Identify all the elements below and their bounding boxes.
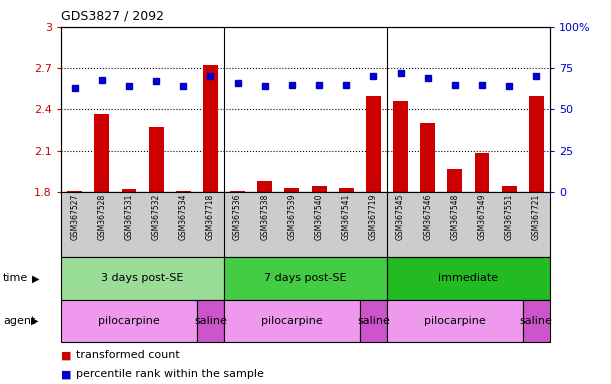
Text: GSM367718: GSM367718 [206,194,215,240]
Text: GSM367545: GSM367545 [396,194,405,240]
Text: pilocarpine: pilocarpine [261,316,323,326]
Text: GDS3827 / 2092: GDS3827 / 2092 [61,10,164,23]
Text: saline: saline [194,316,227,326]
Text: saline: saline [357,316,390,326]
Text: GSM367541: GSM367541 [342,194,351,240]
Text: immediate: immediate [438,273,499,283]
Bar [94,114,109,192]
Text: time: time [3,273,28,283]
Bar [529,96,544,192]
Text: pilocarpine: pilocarpine [98,316,160,326]
Bar [338,188,354,192]
Bar [148,127,164,192]
Text: GSM367721: GSM367721 [532,194,541,240]
Text: agent: agent [3,316,35,326]
Bar [523,300,550,342]
Bar [176,190,191,192]
Bar [447,169,463,192]
Bar [197,300,224,342]
Bar [224,300,360,342]
Text: 7 days post-SE: 7 days post-SE [264,273,347,283]
Text: GSM367548: GSM367548 [450,194,459,240]
Text: GSM367719: GSM367719 [369,194,378,240]
Text: ■: ■ [61,350,71,360]
Text: ▶: ▶ [32,273,39,283]
Bar [230,190,245,192]
Bar [360,300,387,342]
Bar [61,257,224,300]
Bar [61,300,197,342]
Text: percentile rank within the sample: percentile rank within the sample [76,369,264,379]
Text: GSM367539: GSM367539 [287,194,296,240]
Text: GSM367551: GSM367551 [505,194,514,240]
Text: GSM367534: GSM367534 [179,194,188,240]
Text: 3 days post-SE: 3 days post-SE [101,273,184,283]
Bar [475,154,489,192]
Bar [285,188,299,192]
Text: GSM367538: GSM367538 [260,194,269,240]
Text: ■: ■ [61,369,71,379]
Text: transformed count: transformed count [76,350,180,360]
Text: GSM367531: GSM367531 [125,194,133,240]
Bar [312,187,326,192]
Bar [393,101,408,192]
Text: GSM367536: GSM367536 [233,194,242,240]
Text: GSM367549: GSM367549 [478,194,486,240]
Bar [224,257,387,300]
Text: saline: saline [520,316,553,326]
Text: GSM367532: GSM367532 [152,194,161,240]
Bar [257,181,273,192]
Text: GSM367527: GSM367527 [70,194,79,240]
Text: GSM367528: GSM367528 [97,194,106,240]
Bar [387,257,550,300]
Bar [366,96,381,192]
Bar [67,190,82,192]
Bar [387,300,523,342]
Bar [502,187,517,192]
Bar [122,189,136,192]
Text: GSM367546: GSM367546 [423,194,432,240]
Text: ▶: ▶ [31,316,38,326]
Bar [420,123,435,192]
Bar [203,65,218,192]
Text: pilocarpine: pilocarpine [424,316,486,326]
Text: GSM367540: GSM367540 [315,194,324,240]
